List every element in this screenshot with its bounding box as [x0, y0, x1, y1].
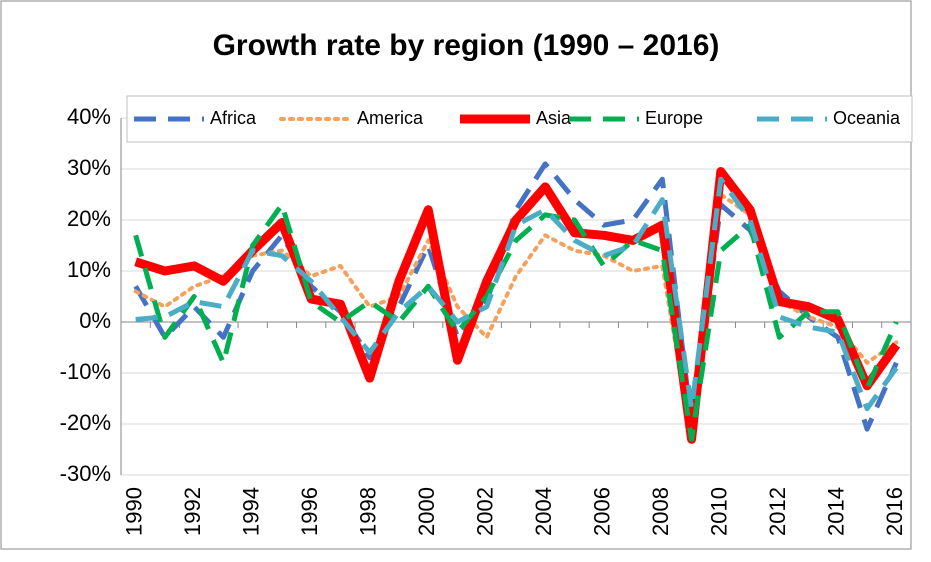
- x-tick-label: 2004: [531, 487, 556, 536]
- legend-label: Asia: [536, 108, 572, 128]
- legend-label: Europe: [645, 108, 703, 128]
- series-line: [133, 202, 899, 442]
- y-tick-label: -20%: [60, 410, 111, 435]
- x-tick-label: 2002: [473, 487, 498, 536]
- x-tick-label: 1990: [121, 487, 146, 536]
- y-tick-label: 0%: [79, 308, 111, 333]
- x-tick-label: 2008: [648, 487, 673, 536]
- x-tick-label: 2016: [882, 487, 907, 536]
- chart-title: Growth rate by region (1990 – 2016): [213, 29, 720, 62]
- y-tick-label: 30%: [67, 155, 111, 180]
- series-line: [133, 192, 899, 442]
- y-tick-label: 10%: [67, 257, 111, 282]
- x-tick-label: 2000: [414, 487, 439, 536]
- y-tick-label: -30%: [60, 461, 111, 486]
- legend-label: Africa: [210, 108, 257, 128]
- x-tick-label: 1998: [356, 487, 381, 536]
- x-tick-label: 1992: [180, 487, 205, 536]
- x-tick-label: 2012: [765, 487, 790, 536]
- x-tick-label: 2006: [590, 487, 615, 536]
- x-tick-label: 1996: [297, 487, 322, 536]
- y-tick-label: 40%: [67, 104, 111, 129]
- series-line: [134, 167, 901, 444]
- x-tick-label: 2010: [707, 487, 732, 536]
- y-tick-label: 20%: [67, 206, 111, 231]
- y-tick-label: -10%: [60, 359, 111, 384]
- chart-frame: [0, 0, 912, 550]
- legend-label: America: [357, 108, 424, 128]
- x-tick-label: 2014: [824, 487, 849, 536]
- legend-label: Oceania: [833, 108, 901, 128]
- x-tick-label: 1994: [238, 487, 263, 536]
